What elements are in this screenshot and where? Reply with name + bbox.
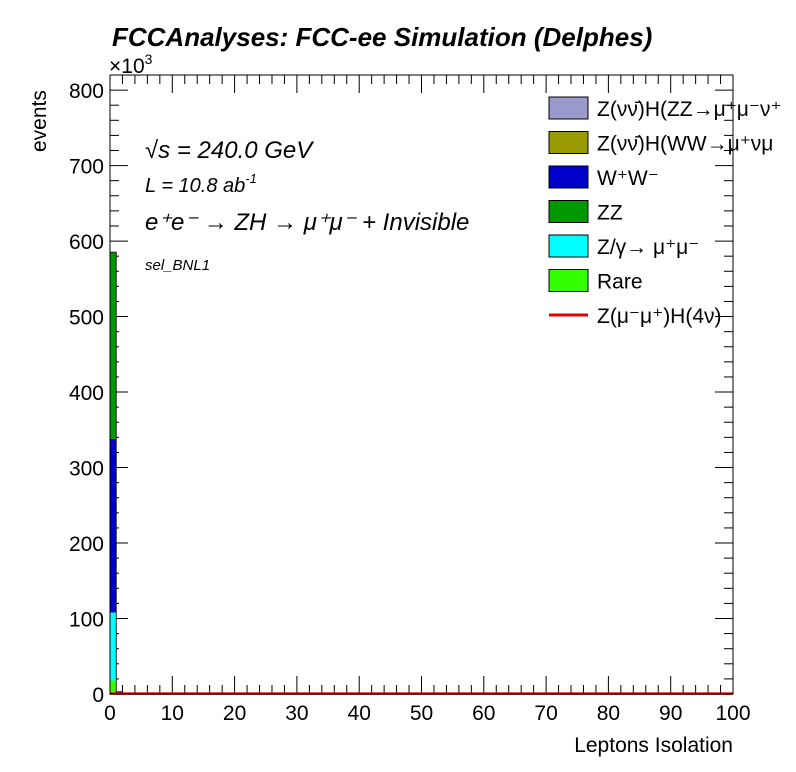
x-tick-label: 30 bbox=[285, 702, 308, 725]
y-tick-label: 200 bbox=[69, 533, 104, 556]
luminosity-label: L = 10.8 ab-1 bbox=[145, 171, 257, 197]
legend-swatch bbox=[548, 200, 589, 223]
legend-label: Z(νν̄)H(WW→μ⁺νμ bbox=[597, 133, 773, 156]
histogram-bar bbox=[110, 438, 117, 613]
x-axis-label: Leptons Isolation bbox=[574, 734, 733, 757]
legend-label: ZZ bbox=[597, 202, 623, 225]
x-tick-label: 50 bbox=[410, 702, 433, 725]
y-axis-label: events bbox=[28, 90, 51, 152]
x-tick-label: 100 bbox=[715, 702, 750, 725]
x-tick-label: 0 bbox=[104, 702, 116, 725]
y-multiplier: ×103 bbox=[109, 51, 153, 78]
x-tick-label: 70 bbox=[534, 702, 557, 725]
x-tick-label: 10 bbox=[161, 702, 184, 725]
y-tick-label: 600 bbox=[69, 231, 104, 254]
x-tick-label: 20 bbox=[223, 702, 246, 725]
selection-label: sel_BNL1 bbox=[145, 257, 210, 274]
y-tick-label: 400 bbox=[69, 382, 104, 405]
y-axis: 0 100 200 300 400 500 600 700 800 bbox=[69, 74, 733, 707]
histogram-bar bbox=[110, 252, 117, 439]
y-tick-label: 700 bbox=[69, 156, 104, 179]
y-tick-label: 800 bbox=[69, 80, 104, 103]
legend-label: Z(μ⁻μ⁺)H(4ν) bbox=[597, 305, 722, 328]
legend-label: Z(νν̄)H(ZZ→μ⁺μ⁻ν⁺ bbox=[597, 98, 782, 121]
stacked-histogram bbox=[109, 251, 129, 695]
legend-swatch bbox=[548, 131, 589, 154]
legend-label: W⁺W⁻ bbox=[597, 167, 659, 190]
x-tick-label: 60 bbox=[472, 702, 495, 725]
legend-swatch bbox=[548, 165, 589, 189]
legend-swatch bbox=[548, 234, 589, 258]
y-tick-label: 0 bbox=[92, 684, 104, 707]
legend: Z(νν̄)H(ZZ→μ⁺μ⁻ν⁺ Z(νν̄)H(WW→μ⁺νμ W⁺W⁻ ZZ Z/… bbox=[548, 96, 782, 328]
y-tick-label: 100 bbox=[69, 609, 104, 632]
histogram-bar bbox=[110, 612, 117, 681]
chart-title: FCCAnalyses: FCC-ee Simulation (Delphes) bbox=[112, 22, 652, 52]
plot-frame bbox=[109, 74, 734, 695]
legend-swatch bbox=[548, 96, 589, 120]
y-tick-label: 500 bbox=[69, 307, 104, 330]
legend-label: Z/γ→ μ⁺μ⁻ bbox=[597, 236, 699, 259]
process-label: e⁺e⁻ → ZH → μ⁺μ⁻ + Invisible bbox=[145, 209, 469, 236]
x-axis: 0 10 20 30 40 50 60 70 80 90 100 bbox=[104, 75, 751, 725]
x-tick-label: 40 bbox=[348, 702, 371, 725]
sqrt-s-label: √s = 240.0 GeV bbox=[145, 137, 314, 164]
histogram-bar bbox=[110, 680, 117, 694]
x-tick-label: 90 bbox=[659, 702, 682, 725]
x-tick-label: 80 bbox=[597, 702, 620, 725]
legend-swatch bbox=[548, 269, 589, 292]
y-tick-label: 300 bbox=[69, 458, 104, 481]
legend-label: Rare bbox=[597, 271, 643, 294]
